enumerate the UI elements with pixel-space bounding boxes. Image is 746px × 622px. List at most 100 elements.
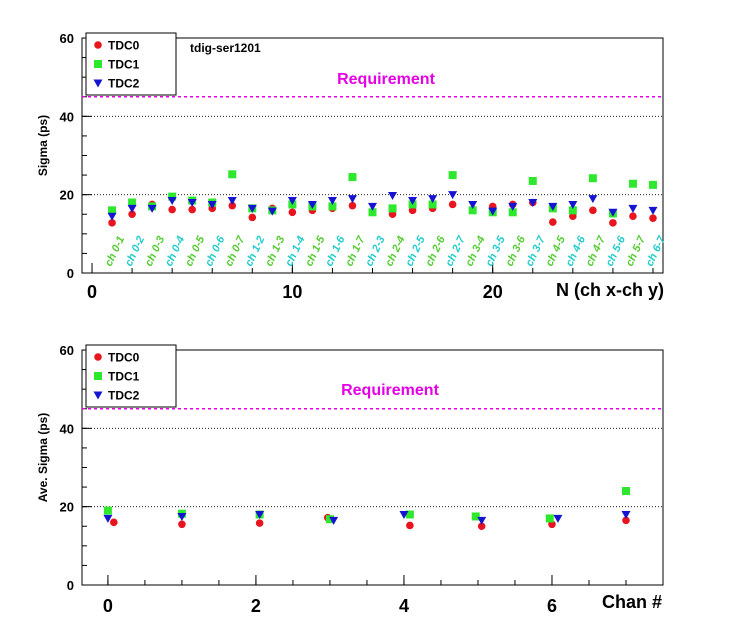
data-point: [648, 206, 658, 215]
legend-entry: TDC2: [108, 389, 140, 403]
data-point: [147, 204, 157, 213]
legend-marker: [93, 391, 103, 400]
data-point: [548, 202, 558, 211]
data-point: [588, 195, 598, 204]
data-point: [327, 197, 337, 206]
data-point: [399, 511, 409, 519]
data-point: [207, 200, 217, 209]
series-TDC2: [103, 511, 631, 525]
data-point: [328, 202, 337, 211]
data-point: [388, 204, 397, 213]
data-point: [288, 208, 297, 217]
series-TDC2: [107, 191, 658, 221]
data-point: [255, 519, 264, 527]
data-point: [267, 207, 277, 216]
y-tick-label: 20: [60, 188, 74, 203]
data-point: [528, 176, 537, 185]
data-point: [128, 210, 136, 219]
data-point: [103, 514, 113, 523]
data-point: [448, 191, 458, 200]
y-tick-label: 0: [67, 266, 74, 281]
y-tick-label: 40: [60, 109, 74, 124]
data-point: [477, 516, 487, 525]
data-point: [588, 174, 597, 183]
data-point: [255, 511, 265, 519]
data-point: [528, 199, 538, 207]
data-point: [649, 214, 657, 222]
legend-marker: [94, 60, 102, 68]
y-tick-label: 20: [60, 500, 74, 515]
data-point: [248, 213, 257, 222]
requirement-label: Requirement: [337, 71, 435, 88]
requirement-label: Requirement: [341, 382, 439, 399]
legend-marker: [94, 372, 102, 380]
data-point: [329, 516, 339, 525]
data-point: [589, 206, 597, 215]
data-point: [348, 201, 357, 210]
data-point: [388, 191, 398, 200]
x-tick-label: 10: [282, 282, 302, 302]
data-point: [549, 218, 557, 226]
data-point: [227, 197, 237, 206]
data-point: [609, 219, 617, 227]
x-axis-title: Chan #: [602, 592, 662, 612]
data-point: [325, 515, 334, 524]
y-axis-title: Sigma (ps): [36, 115, 50, 176]
x-tick-label: 20: [483, 282, 503, 302]
x-tick-label: 0: [103, 596, 113, 616]
data-point: [168, 192, 177, 201]
data-point: [545, 514, 554, 523]
x-tick-label: 0: [87, 282, 97, 302]
data-point: [347, 195, 357, 204]
data-point: [168, 205, 176, 214]
data-point: [368, 202, 377, 211]
data-point: [468, 200, 478, 209]
legend-marker: [93, 79, 103, 88]
data-point: [287, 197, 297, 206]
legend-entry: TDC1: [108, 370, 140, 384]
x-tick-label: 4: [399, 596, 409, 616]
y-tick-label: 40: [60, 421, 74, 436]
data-point: [628, 204, 638, 213]
plot-panel-1: 0 20 40 60 Requirement 0 10 20 Sigma (ps) N (ch x…: [36, 31, 669, 302]
data-point: [103, 506, 112, 515]
data-point: [621, 487, 630, 495]
legend: TDC0 TDC1 TDC2: [85, 32, 177, 96]
data-point: [187, 199, 197, 207]
annotation-text: tdig-ser1201: [190, 41, 261, 55]
plot-panel-2: 0 20 40 60 Requirement 0 2 4 6 Ave. Sigma (ps) Cha…: [36, 343, 664, 616]
data-point: [110, 518, 118, 527]
data-point: [568, 200, 578, 209]
data-point: [608, 208, 618, 217]
data-point: [307, 200, 317, 209]
data-point: [247, 204, 257, 213]
data-point: [448, 200, 457, 209]
x-tick-label: 2: [251, 596, 261, 616]
data-point: [177, 512, 187, 521]
data-point: [348, 173, 357, 182]
data-point: [228, 170, 237, 179]
data-point: [488, 207, 498, 216]
data-point: [448, 171, 457, 180]
data-point: [629, 212, 637, 221]
data-point: [405, 510, 414, 519]
data-point: [471, 512, 480, 521]
data-point: [568, 206, 577, 215]
category-label: ch 6-7: [644, 234, 669, 269]
legend-marker: [94, 353, 102, 361]
x-tick-label: 6: [547, 596, 557, 616]
data-point: [508, 202, 518, 211]
data-point: [178, 520, 186, 529]
data-point: [508, 208, 517, 217]
legend-entry: TDC1: [108, 58, 140, 72]
data-point: [408, 197, 418, 206]
data-point: [628, 179, 637, 188]
legend-entry: TDC0: [108, 39, 140, 53]
data-point: [127, 204, 137, 213]
data-point: [368, 208, 377, 217]
y-tick-label: 0: [67, 578, 74, 593]
y-tick-label: 60: [60, 343, 74, 358]
data-point: [108, 206, 117, 215]
legend: TDC0 TDC1 TDC2: [85, 344, 177, 408]
